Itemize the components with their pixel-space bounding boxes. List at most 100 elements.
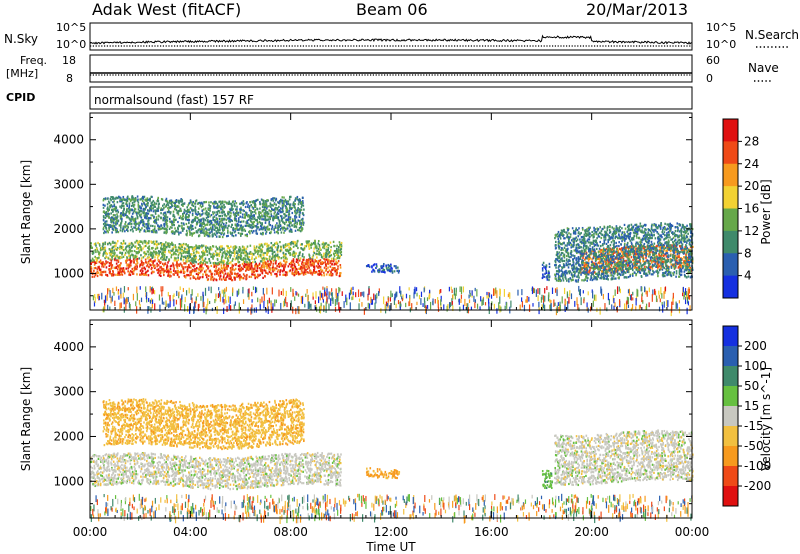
scatter-cell [221,270,223,273]
scatter-cell [136,211,139,214]
scatter-cell [283,259,286,262]
scatter-cell [300,262,303,265]
scatter-cell [203,232,205,235]
scatter-cell [240,206,242,209]
scatter-cell [272,254,274,257]
scatter-cell [92,251,95,254]
scatter-cell [327,243,329,246]
scatter-cell [219,261,221,264]
scatter-cell [683,260,685,263]
freq-tick-bottom: 8 [66,72,73,85]
scatter-cell [167,204,170,207]
scatter-cell [288,198,291,201]
scatter-cell [285,201,288,204]
scatter-cell [240,224,243,227]
scatter-cell [232,264,234,267]
scatter-cell [250,203,253,207]
scatter-cell [249,223,251,227]
scatter-cell [155,229,157,233]
scatter-cell [109,272,111,275]
scatter-cell [268,215,270,219]
scatter-cell [256,267,259,270]
scatter-cell [649,259,652,262]
scatter-cell [146,209,149,212]
scatter-cell [665,255,668,258]
scatter-cell [666,258,669,261]
scatter-cell [114,226,117,230]
scatter-cell [648,266,650,269]
scatter-cell [257,252,259,256]
scatter-cell [149,258,152,261]
scatter-cell [242,277,245,280]
scatter-cell [324,253,327,256]
scatter-cell [301,219,304,222]
scatter-cell [586,266,589,269]
scatter-cell [169,212,172,215]
scatter-cell [317,242,320,245]
scatter-cell [686,263,688,266]
scatter-cell [173,201,175,204]
scatter-cell [139,207,142,210]
scatter-cell [289,195,291,199]
scatter-cell [623,259,626,263]
station-title: Adak West (fitACF) [92,0,241,19]
scatter-cell [336,250,338,253]
scatter-cell [119,217,122,220]
scatter-cell [165,213,167,216]
scatter-cell [267,260,269,263]
scatter-cell [258,228,261,231]
scatter-cell [140,259,143,262]
scatter-cell [291,224,294,227]
scatter-cell [195,212,197,215]
scatter-cell [166,244,168,247]
scatter-cell [318,245,321,248]
scatter-cell [319,247,321,250]
scatter-cell [132,272,135,275]
scatter-cell [269,268,272,271]
scatter-cell [245,213,248,217]
scatter-cell [373,270,376,273]
scatter-cell [105,266,108,269]
scatter-cell [323,271,325,274]
scatter-cell [122,197,124,201]
scatter-cell [166,200,169,203]
scatter-cell [266,258,268,261]
scatter-cell [231,234,233,237]
scatter-cell [275,275,278,278]
scatter-cell [158,252,160,255]
scatter-cell [128,202,131,205]
scatter-cell [587,257,590,260]
scatter-cell [126,197,129,200]
scatter-cell [201,257,204,260]
scatter-cell [239,232,242,236]
scatter-cell [300,227,303,230]
scatter-cell [388,264,391,268]
scatter-cell [323,274,325,277]
scatter-cell [204,219,207,222]
scatter-cell [199,228,201,231]
scatter-cell [227,217,229,220]
scatter-cell [231,231,234,235]
scatter-cell [230,202,233,205]
scatter-cell [260,225,263,228]
scatter-cell [323,257,325,260]
scatter-cell [220,260,223,264]
scatter-cell [663,247,665,250]
scatter-cell [154,221,156,224]
scatter-cell [134,220,137,224]
scatter-cell [120,273,123,276]
scatter-cell [295,270,298,273]
scatter-cell [117,256,120,259]
scatter-cell [225,218,228,221]
scatter-cell [227,202,230,205]
scatter-cell [162,213,165,216]
scatter-cell [238,228,241,231]
scatter-cell [187,257,190,260]
scatter-cell [271,227,273,230]
scatter-cell [579,271,582,274]
scatter-cell [299,219,301,223]
scatter-cell [224,267,227,270]
scatter-cell [220,258,223,262]
scatter-cell [249,232,251,235]
scatter-cell [327,246,330,250]
